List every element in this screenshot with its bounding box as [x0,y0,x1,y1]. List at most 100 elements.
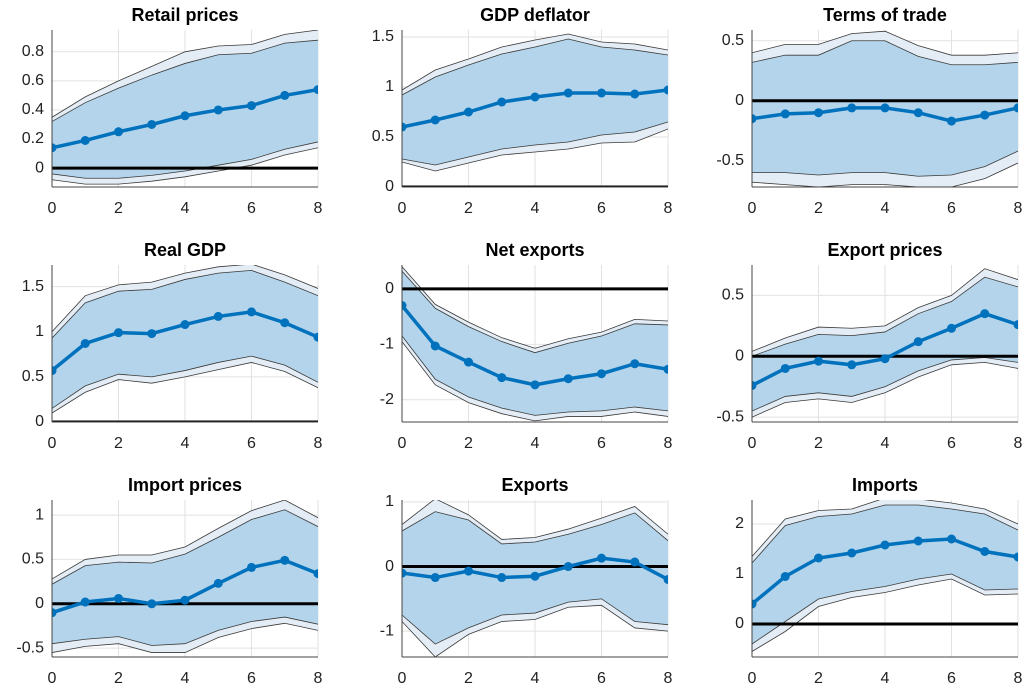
x-tick-label: 4 [531,200,540,217]
median-point [752,114,757,124]
x-tick-label: 8 [664,435,673,452]
y-tick-label: 0 [35,595,44,612]
x-tick-label: 0 [748,435,757,452]
band-edge [402,266,668,349]
band-edge [752,162,1018,187]
median-point [430,341,440,351]
median-point [814,553,823,563]
y-tick-label: 1 [385,493,394,510]
median-point [663,574,668,584]
band-edge [52,509,318,585]
y-tick-label: 1 [735,565,744,582]
x-tick-label: 2 [464,670,473,687]
panel-title: Real GDP [144,240,226,260]
median-point [247,101,256,111]
median-point [52,143,57,153]
median-point [597,88,606,98]
band-edge [402,128,668,172]
median-point [147,599,157,609]
panel-title: Export prices [827,240,942,260]
x-tick-label: 8 [1014,200,1023,217]
median-point [980,547,990,556]
x-tick-label: 4 [181,435,190,452]
median-point [530,92,540,102]
median-point [80,339,90,348]
median-point [1013,103,1018,113]
y-tick-label: 0 [735,347,744,364]
band-edge [52,622,318,653]
median-point [847,103,857,113]
median-point [313,85,318,95]
band-edge [52,30,318,118]
panel: Import prices-0.500.510 2 4 6 8 [16,475,322,687]
median-point [847,548,857,558]
median-point [213,578,223,588]
median-point [980,309,990,319]
x-tick-label: 2 [814,435,823,452]
x-tick-label: 2 [464,200,473,217]
x-tick-label: 6 [597,435,606,452]
band-edge [752,504,1018,564]
band-edge [402,270,668,354]
plot-area [402,266,668,422]
y-tick-label: 0.5 [22,551,44,568]
median-point [913,108,923,118]
band-edge [402,511,668,545]
median-point [402,300,407,310]
median-point [313,332,318,342]
median-point [530,380,540,390]
median-point [213,105,223,115]
median-point [563,562,573,572]
median-point [114,593,123,603]
x-tick-label: 2 [114,435,123,452]
inner-band [402,271,668,416]
y-tick-label: 0.8 [22,43,44,60]
band-edge [402,604,668,657]
median-point [114,328,123,338]
median-point [497,97,507,107]
median-point [980,110,990,120]
median-point [563,88,573,98]
y-tick-label: 0.6 [22,72,44,89]
band-edge [52,265,318,333]
x-tick-label: 4 [181,200,190,217]
band-edge [52,147,318,185]
median-point [947,534,956,544]
panel-title: Terms of trade [823,5,947,25]
band-edge [52,270,318,339]
median-point [563,374,573,384]
median-point [180,111,190,121]
panel: GDP deflator 0 0.5 1 1.5 0 2 4 6 8 [372,5,673,217]
plot-area [52,30,318,185]
panel-title: Exports [501,475,568,495]
band-edge [52,355,318,409]
y-tick-label: -2 [380,391,394,408]
x-tick-label: 2 [114,200,123,217]
inner-band [52,40,318,179]
median-point [663,85,668,95]
panel: Exports -1 0 1 0 2 4 6 8 [380,475,673,687]
x-tick-label: 2 [814,200,823,217]
x-tick-label: 8 [664,670,673,687]
band-edge [402,500,668,540]
x-tick-label: 2 [464,435,473,452]
x-tick-label: 0 [48,670,57,687]
median-point [913,337,923,347]
x-tick-label: 2 [814,670,823,687]
median-point [464,357,473,367]
y-tick-label: 0 [385,280,394,297]
x-tick-label: 8 [664,200,673,217]
x-tick-label: 8 [314,670,323,687]
band-edge [52,500,318,580]
median-point [147,119,157,129]
median-point [947,323,956,333]
median-point [847,360,857,370]
x-tick-label: 4 [881,670,890,687]
x-tick-label: 0 [48,435,57,452]
median-point [663,364,668,374]
band-edge [402,335,668,416]
band-edge [402,38,668,96]
plot-area [402,500,668,657]
y-tick-label: -1 [380,336,394,353]
x-tick-label: 6 [597,670,606,687]
